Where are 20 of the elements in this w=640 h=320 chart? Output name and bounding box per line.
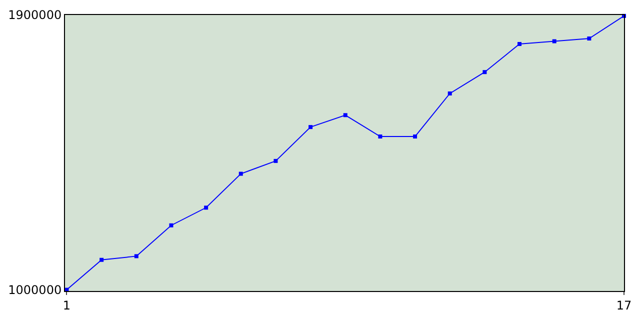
- point: [308, 125, 313, 130]
- point: [552, 39, 556, 44]
- x-tick-label: 1: [62, 298, 71, 312]
- point: [238, 172, 243, 176]
- point: [274, 158, 278, 163]
- point: [587, 36, 592, 41]
- point: [413, 134, 418, 139]
- point: [518, 42, 522, 46]
- point: [169, 223, 174, 228]
- point: [482, 70, 487, 74]
- point: [204, 206, 208, 210]
- point: [378, 134, 382, 139]
- y-tick-label: 1900000: [8, 8, 62, 22]
- point: [343, 113, 348, 118]
- x-tick-label: 17: [616, 298, 632, 312]
- y-tick-label: 1000000: [8, 282, 62, 297]
- line-series: [64, 14, 626, 292]
- point: [448, 91, 452, 96]
- point: [134, 254, 138, 258]
- point: [100, 258, 104, 262]
